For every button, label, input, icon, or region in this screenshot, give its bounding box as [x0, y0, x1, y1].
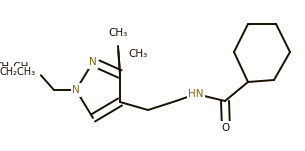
Text: O: O	[222, 123, 230, 133]
Text: HN: HN	[188, 89, 204, 99]
Text: N: N	[89, 57, 97, 67]
Text: N: N	[72, 85, 80, 95]
Text: CH₂CH₃: CH₂CH₃	[0, 62, 33, 72]
Text: CH₃: CH₃	[128, 49, 147, 59]
Text: CH₃: CH₃	[108, 28, 127, 38]
Text: CH₂CH₃: CH₂CH₃	[0, 67, 36, 77]
